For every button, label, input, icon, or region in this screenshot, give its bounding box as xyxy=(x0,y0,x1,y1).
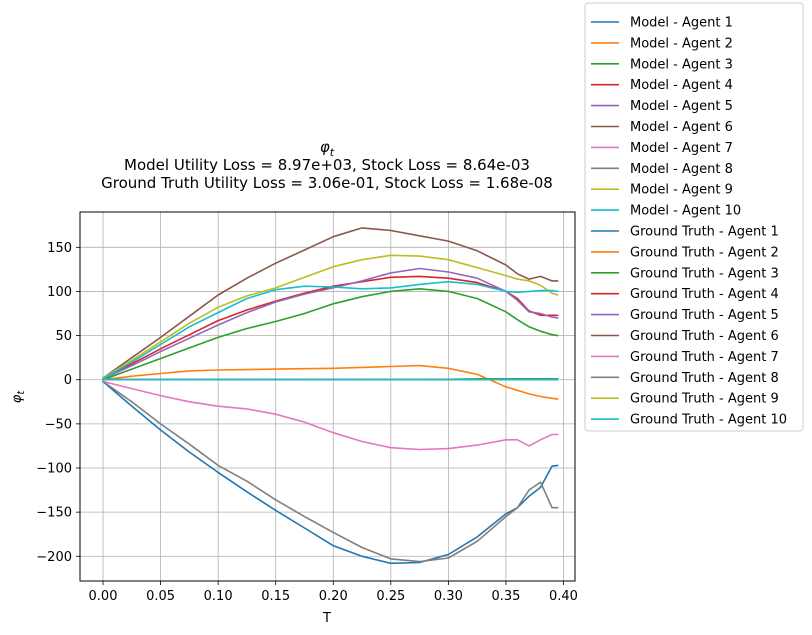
legend-label-14: Ground Truth - Agent 4 xyxy=(630,287,779,302)
x-axis-label: T xyxy=(322,611,331,626)
legend: Model - Agent 1 Model - Agent 2 Model - Ag… xyxy=(584,2,804,432)
chart-subtitle-1: Model Utility Loss = 8.97e+03, Stock Los… xyxy=(124,156,530,174)
legend-label-6: Model - Agent 6 xyxy=(630,120,733,135)
legend-label-19: Ground Truth - Agent 9 xyxy=(630,392,779,407)
series-line-9 xyxy=(102,254,559,379)
legend-label-17: Ground Truth - Agent 7 xyxy=(630,350,779,365)
x-tick-label: 0.40 xyxy=(549,589,578,604)
y-tick-label: −100 xyxy=(36,462,72,477)
legend-label-5: Model - Agent 5 xyxy=(630,99,733,114)
series-layer xyxy=(102,227,559,565)
y-tick-label: −50 xyxy=(45,417,72,432)
x-tick-label: 0.30 xyxy=(434,589,463,604)
legend-label-18: Ground Truth - Agent 8 xyxy=(630,371,779,386)
legend-label-20: Ground Truth - Agent 10 xyxy=(630,413,787,428)
legend-label-16: Ground Truth - Agent 6 xyxy=(630,329,779,344)
legend-label-10: Model - Agent 10 xyxy=(630,204,741,219)
legend-label-7: Model - Agent 7 xyxy=(630,141,733,156)
series-line-3 xyxy=(102,287,559,381)
legend-label-9: Model - Agent 9 xyxy=(630,183,733,198)
y-tick-label: 100 xyxy=(47,285,72,300)
series-line-6 xyxy=(102,227,559,379)
series-line-1 xyxy=(102,380,559,565)
legend-label-4: Model - Agent 4 xyxy=(630,78,733,93)
x-tick-label: 0.25 xyxy=(376,589,405,604)
y-tick-label: 50 xyxy=(55,329,72,344)
x-tick-label: 0.05 xyxy=(146,589,175,604)
legend-label-11: Ground Truth - Agent 1 xyxy=(630,225,779,240)
legend-label-13: Ground Truth - Agent 3 xyxy=(630,266,779,281)
series-line-7 xyxy=(102,380,559,451)
x-tick-label: 0.20 xyxy=(319,589,348,604)
x-tick-label: 0.00 xyxy=(89,589,118,604)
tick-layer: 0.00 0.05 0.10 0.15 0.20 0.25 0.30 0.35 0.40 150 1… xyxy=(36,241,578,604)
legend-label-8: Model - Agent 8 xyxy=(630,162,733,177)
series-line-10 xyxy=(102,280,559,380)
series-line-5 xyxy=(102,267,559,380)
legend-label-2: Model - Agent 2 xyxy=(630,36,733,51)
y-axis-label: φt xyxy=(10,390,27,404)
series-line-2 xyxy=(102,364,559,400)
y-tick-label: 0 xyxy=(64,373,72,388)
y-tick-label: −150 xyxy=(36,506,72,521)
plot-frame xyxy=(79,211,576,582)
legend-frame xyxy=(584,2,804,432)
legend-label-3: Model - Agent 3 xyxy=(630,57,733,72)
series-line-8 xyxy=(102,380,559,563)
y-tick-label: −200 xyxy=(36,550,72,565)
x-tick-label: 0.35 xyxy=(491,589,520,604)
legend-label-1: Model - Agent 1 xyxy=(630,16,733,31)
chart-subtitle-2: Ground Truth Utility Loss = 3.06e-01, St… xyxy=(101,174,553,192)
y-tick-label: 150 xyxy=(47,241,72,256)
grid-layer xyxy=(80,212,575,581)
x-tick-label: 0.10 xyxy=(204,589,233,604)
legend-label-15: Ground Truth - Agent 5 xyxy=(630,308,779,323)
legend-label-12: Ground Truth - Agent 2 xyxy=(630,245,779,260)
x-tick-label: 0.15 xyxy=(261,589,290,604)
